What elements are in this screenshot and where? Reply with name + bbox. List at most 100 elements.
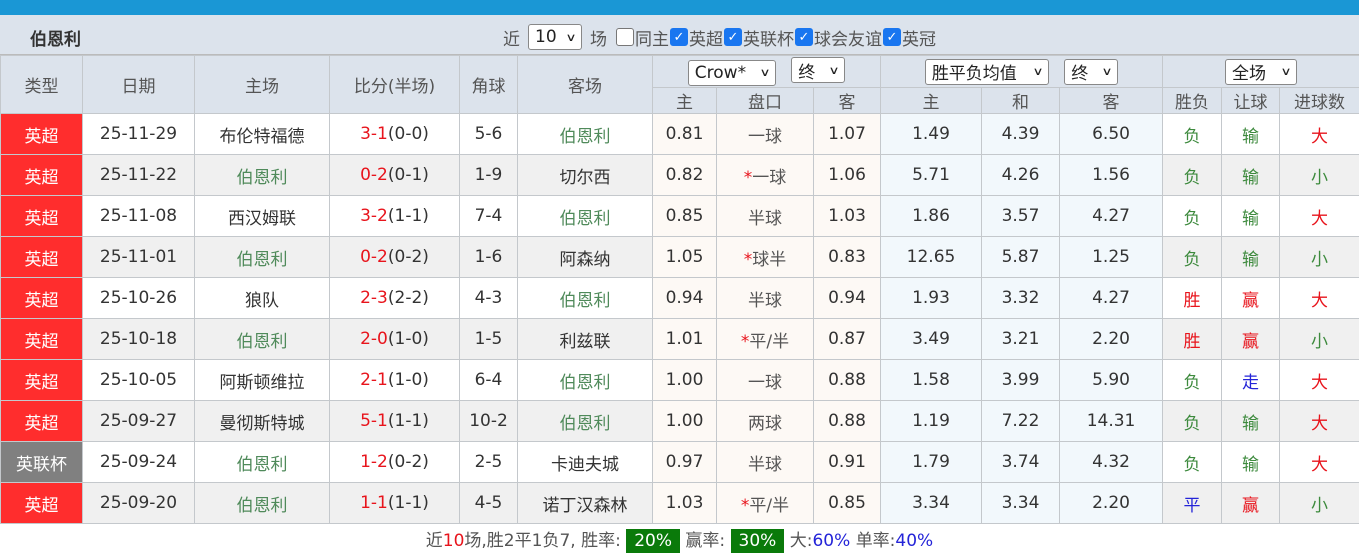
star-icon: * [740, 495, 750, 516]
asian-final-value: 终 [798, 62, 816, 83]
euro-away-odds: 1.56 [1059, 154, 1164, 196]
asian-away-odds: 1.03 [812, 195, 882, 237]
euro-avg-select[interactable]: 胜平负均值 ∨ [924, 58, 1049, 85]
league-badge[interactable]: 英超 [0, 154, 83, 196]
filter-checkbox[interactable]: ✓ [795, 28, 813, 46]
win-lose-result: 负 [1162, 113, 1223, 155]
away-team[interactable]: 伯恩利 [517, 195, 653, 237]
league-badge[interactable]: 英超 [0, 277, 83, 319]
company-select[interactable]: Crow* ∨ [687, 59, 776, 86]
half-score: (1-1) [387, 493, 429, 513]
handicap-result: 赢 [1221, 277, 1281, 319]
score-cell[interactable]: 1-2(0-2) [329, 441, 460, 483]
score-cell[interactable]: 2-3(2-2) [329, 277, 460, 319]
home-team[interactable]: 伯恩利 [194, 441, 330, 483]
star-icon: * [743, 249, 753, 270]
score-cell[interactable]: 3-2(1-1) [329, 195, 460, 237]
home-team[interactable]: 西汉姆联 [194, 195, 330, 237]
full-score: 0-2 [360, 165, 388, 185]
euro-home-odds: 1.86 [880, 195, 983, 237]
filter-checkbox[interactable]: ✓ [883, 28, 901, 46]
score-cell[interactable]: 2-0(1-0) [329, 318, 460, 360]
euro-odds-header: 胜平负均值 ∨ 终 ∨ [880, 55, 1164, 88]
full-score: 3-2 [360, 206, 388, 226]
home-team[interactable]: 阿斯顿维拉 [194, 359, 330, 401]
away-team[interactable]: 伯恩利 [517, 113, 653, 155]
euro-draw-odds: 3.21 [981, 318, 1061, 360]
range-select[interactable]: 全场 ∨ [1225, 58, 1298, 85]
filter-checkbox[interactable]: ✓ [724, 28, 742, 46]
half-score: (1-0) [387, 329, 429, 349]
away-team[interactable]: 切尔西 [517, 154, 653, 196]
win-lose-result: 胜 [1162, 318, 1223, 360]
euro-away-odds: 5.90 [1059, 359, 1164, 401]
chevron-down-icon: ∨ [1101, 65, 1113, 78]
corner-score: 10-2 [459, 400, 518, 442]
filter-checkbox[interactable] [616, 28, 634, 46]
score-cell[interactable]: 3-1(0-0) [329, 113, 460, 155]
corner-score: 5-6 [459, 113, 518, 155]
league-badge[interactable]: 英超 [0, 359, 83, 401]
euro-away-odds: 4.27 [1059, 195, 1164, 237]
asian-home-odds: 0.97 [652, 441, 717, 483]
home-team[interactable]: 伯恩利 [194, 154, 330, 196]
match-date: 25-11-01 [82, 236, 195, 278]
asian-final-select[interactable]: 终 ∨ [791, 57, 846, 84]
range-value: 全场 [1232, 64, 1267, 84]
filter-label: 英超 [689, 29, 723, 50]
chevron-down-icon: ∨ [759, 66, 771, 80]
col-asian-home: 主 [652, 87, 717, 114]
away-team[interactable]: 卡迪夫城 [517, 441, 653, 483]
score-cell[interactable]: 2-1(1-0) [329, 359, 460, 401]
league-badge[interactable]: 英联杯 [0, 441, 83, 483]
table-row: 英超 25-09-20 伯恩利 1-1(1-1) 4-5 诺丁汉森林 1.03 *平/半 0.8… [0, 482, 1359, 524]
league-badge[interactable]: 英超 [0, 482, 83, 524]
asian-away-odds: 0.94 [812, 277, 882, 319]
handicap-result: 输 [1221, 441, 1281, 483]
asian-home-odds: 0.85 [652, 195, 717, 237]
home-team[interactable]: 布伦特福德 [194, 113, 330, 155]
filter-checks: 同主 ✓ 英超 ✓ 英联杯 ✓ 球会友谊 ✓ 英冠 [615, 25, 936, 50]
euro-avg-value: 胜平负均值 [931, 64, 1017, 84]
away-team[interactable]: 伯恩利 [517, 400, 653, 442]
league-badge[interactable]: 英超 [0, 113, 83, 155]
euro-draw-odds: 3.74 [981, 441, 1061, 483]
away-team[interactable]: 利兹联 [517, 318, 653, 360]
win-lose-result: 胜 [1162, 277, 1223, 319]
corner-score: 1-9 [459, 154, 518, 196]
line-text: 球半 [752, 249, 787, 270]
euro-draw-odds: 3.34 [981, 482, 1061, 524]
euro-home-odds: 12.65 [880, 236, 983, 278]
handicap-result: 输 [1221, 236, 1281, 278]
score-cell[interactable]: 1-1(1-1) [329, 482, 460, 524]
filter-checkbox[interactable]: ✓ [670, 28, 688, 46]
handicap-result: 赢 [1221, 482, 1281, 524]
asian-away-odds: 1.06 [812, 154, 882, 196]
euro-home-odds: 1.58 [880, 359, 983, 401]
asian-line: 一球 [716, 113, 814, 155]
league-badge[interactable]: 英超 [0, 318, 83, 360]
score-cell[interactable]: 5-1(1-1) [329, 400, 460, 442]
home-team[interactable]: 伯恩利 [194, 482, 330, 524]
asian-away-odds: 0.91 [812, 441, 882, 483]
table-row: 英超 25-11-08 西汉姆联 3-2(1-1) 7-4 伯恩利 0.85 半球 1.03 1.… [0, 195, 1359, 237]
euro-away-odds: 2.20 [1059, 318, 1164, 360]
asian-line: 半球 [716, 441, 814, 483]
match-date: 25-09-20 [82, 482, 195, 524]
euro-final-select[interactable]: 终 ∨ [1064, 58, 1119, 85]
away-team[interactable]: 伯恩利 [517, 359, 653, 401]
league-badge[interactable]: 英超 [0, 236, 83, 278]
league-badge[interactable]: 英超 [0, 400, 83, 442]
league-badge[interactable]: 英超 [0, 195, 83, 237]
home-team[interactable]: 狼队 [194, 277, 330, 319]
home-team[interactable]: 伯恩利 [194, 318, 330, 360]
home-team[interactable]: 伯恩利 [194, 236, 330, 278]
score-cell[interactable]: 0-2(0-2) [329, 236, 460, 278]
away-team[interactable]: 阿森纳 [517, 236, 653, 278]
match-count-select[interactable]: 10 ∨ [528, 24, 582, 50]
score-cell[interactable]: 0-2(0-1) [329, 154, 460, 196]
away-team[interactable]: 诺丁汉森林 [517, 482, 653, 524]
away-team[interactable]: 伯恩利 [517, 277, 653, 319]
home-team[interactable]: 曼彻斯特城 [194, 400, 330, 442]
asian-home-odds: 0.94 [652, 277, 717, 319]
